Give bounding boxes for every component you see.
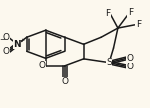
Text: O: O xyxy=(2,47,9,56)
Text: F: F xyxy=(105,9,110,18)
Text: O: O xyxy=(61,77,68,86)
Text: O: O xyxy=(127,62,134,71)
Text: N: N xyxy=(13,40,21,49)
Text: +: + xyxy=(19,38,24,43)
Text: O: O xyxy=(127,54,134,63)
Text: F: F xyxy=(128,8,133,17)
Text: O: O xyxy=(2,33,9,42)
Text: F: F xyxy=(136,20,141,29)
Text: S: S xyxy=(106,58,112,67)
Text: −: − xyxy=(0,37,6,44)
Text: O: O xyxy=(39,61,46,70)
